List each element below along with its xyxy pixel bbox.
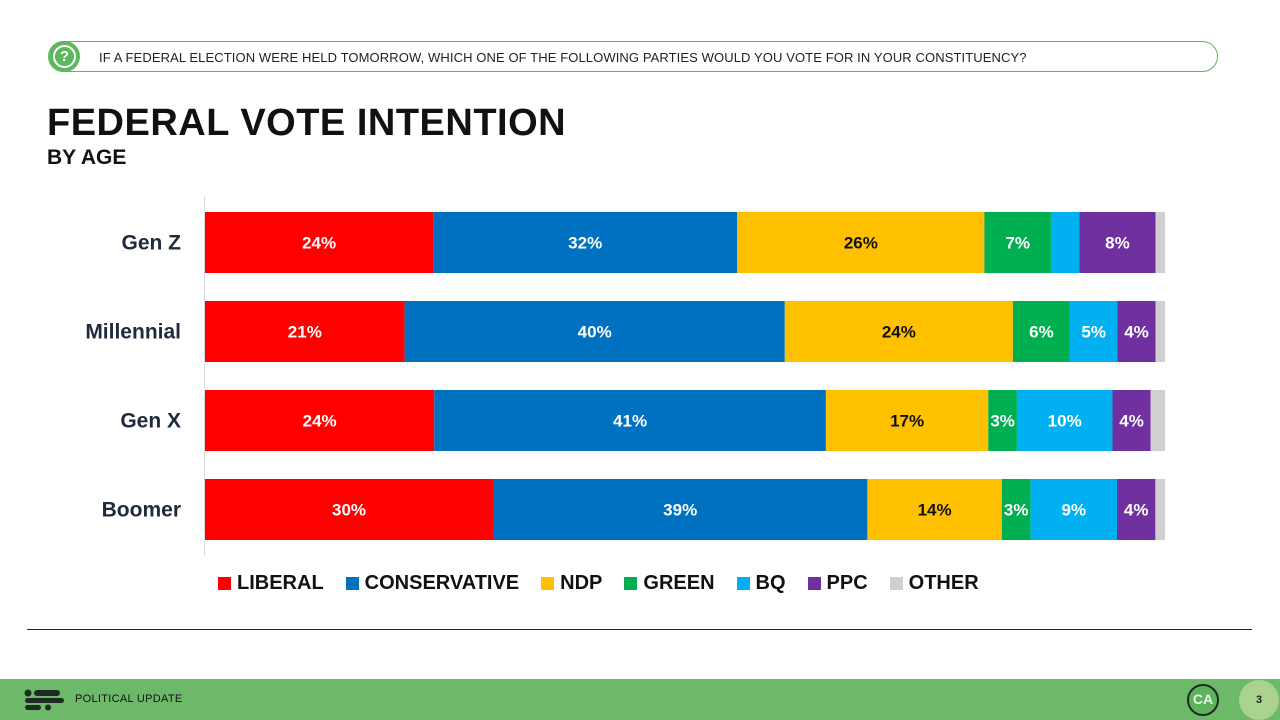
bar-segment-ppc (1117, 479, 1156, 540)
legend-swatch (807, 577, 821, 590)
bar-segment-conservative (404, 301, 785, 362)
bar-segment-other (1155, 479, 1165, 540)
data-label: 32% (568, 234, 602, 253)
legend-item-ndp: NDP (541, 572, 602, 595)
page-number: 3 (1239, 680, 1279, 720)
data-label: 14% (918, 501, 952, 520)
data-label: 3% (990, 412, 1015, 431)
legend-label: BQ (755, 572, 786, 594)
legend-swatch (345, 577, 359, 590)
data-label: 24% (302, 234, 336, 253)
data-label: 24% (303, 412, 337, 431)
bar-segment-ndp (784, 301, 1013, 362)
stacked-bar-chart: Gen Z 24% 32% 26% 7% 8% Millennial 21% 40% 24% 6% 5… (85, 196, 1165, 556)
bar-segment-liberal (205, 301, 405, 362)
bar-segment-ppc (1117, 301, 1156, 362)
legend-label: GREEN (643, 572, 715, 594)
bar-segment-other (1155, 301, 1165, 362)
brand-badge: CA (1187, 684, 1219, 716)
bar-segment-other (1155, 212, 1165, 273)
legend-label: LIBERAL (237, 572, 324, 594)
data-label: 4% (1124, 501, 1149, 520)
category-label: Boomer (102, 499, 181, 522)
bar-segment-bq (1030, 479, 1117, 540)
bar-segment-conservative (434, 390, 826, 451)
bar-segment-bq (1016, 390, 1113, 451)
bar-segment-liberal (205, 390, 435, 451)
legend-item-liberal: LIBERAL (218, 572, 324, 595)
category-label: Millennial (85, 321, 181, 344)
bar-segment-green (1012, 301, 1070, 362)
data-label: 41% (613, 412, 647, 431)
category-label: Gen X (120, 410, 181, 433)
bar-segment-other (1150, 390, 1165, 451)
legend-label: CONSERVATIVE (364, 572, 520, 594)
legend-item-green: GREEN (624, 572, 715, 595)
data-label: 6% (1029, 323, 1054, 342)
legend-item-ppc: PPC (807, 572, 868, 595)
bar-segment-ndp (867, 479, 1002, 540)
data-label: 39% (663, 501, 697, 520)
chart-legend: LIBERAL CONSERVATIVE NDP GREEN BQ PPC OTHER (218, 572, 979, 595)
question-banner: ? IF A FEDERAL ELECTION WERE HELD TOMORR… (48, 41, 1218, 72)
bar-segment-ppc (1112, 390, 1151, 451)
bar-segment-conservative (493, 479, 868, 540)
data-label: 4% (1119, 412, 1144, 431)
legend-label: NDP (560, 572, 603, 594)
data-label: 21% (288, 323, 322, 342)
bar-segment-liberal (205, 479, 493, 540)
bar-segment-bq (1050, 212, 1080, 273)
brand-logo-icon (24, 689, 64, 711)
chart-title: FEDERAL VOTE INTENTION (47, 102, 567, 144)
legend-item-conservative: CONSERVATIVE (345, 572, 520, 595)
category-label: Gen Z (121, 232, 181, 255)
legend-swatch (541, 577, 555, 590)
data-label: 4% (1124, 323, 1149, 342)
bar-segment-green (984, 212, 1051, 273)
data-label: 26% (844, 234, 878, 253)
data-label: 7% (1005, 234, 1030, 253)
bar-segment-ndp (737, 212, 985, 273)
bar-segment-conservative (433, 212, 738, 273)
data-label: 24% (882, 323, 916, 342)
data-label: 9% (1062, 501, 1087, 520)
legend-swatch (218, 577, 231, 590)
bar-segment-green (988, 390, 1017, 451)
data-label: 5% (1081, 323, 1106, 342)
footer-bar: POLITICAL UPDATE CA (0, 679, 1280, 720)
bar-segment-ppc (1079, 212, 1156, 273)
question-text: IF A FEDERAL ELECTION WERE HELD TOMORROW… (99, 50, 1027, 65)
chart-subtitle: BY AGE (47, 146, 127, 169)
legend-swatch (624, 577, 638, 590)
bar-segment-ndp (825, 390, 989, 451)
legend-item-other: OTHER (889, 572, 979, 595)
bar-segment-liberal (205, 212, 434, 273)
data-label: 3% (1004, 501, 1029, 520)
data-label: 30% (332, 501, 366, 520)
legend-swatch (889, 577, 903, 590)
legend-label: PPC (826, 572, 868, 594)
legend-swatch (736, 577, 750, 590)
footer-divider (27, 629, 1252, 630)
data-label: 17% (890, 412, 924, 431)
data-label: 8% (1105, 234, 1130, 253)
bar-segment-green (1001, 479, 1031, 540)
question-circle-icon: ? (49, 41, 80, 72)
legend-item-bq: BQ (736, 572, 786, 595)
bar-segment-bq (1069, 301, 1118, 362)
data-label: 40% (578, 323, 612, 342)
data-label: 10% (1048, 412, 1082, 431)
footer-label: POLITICAL UPDATE (75, 693, 183, 705)
legend-label: OTHER (908, 572, 979, 594)
